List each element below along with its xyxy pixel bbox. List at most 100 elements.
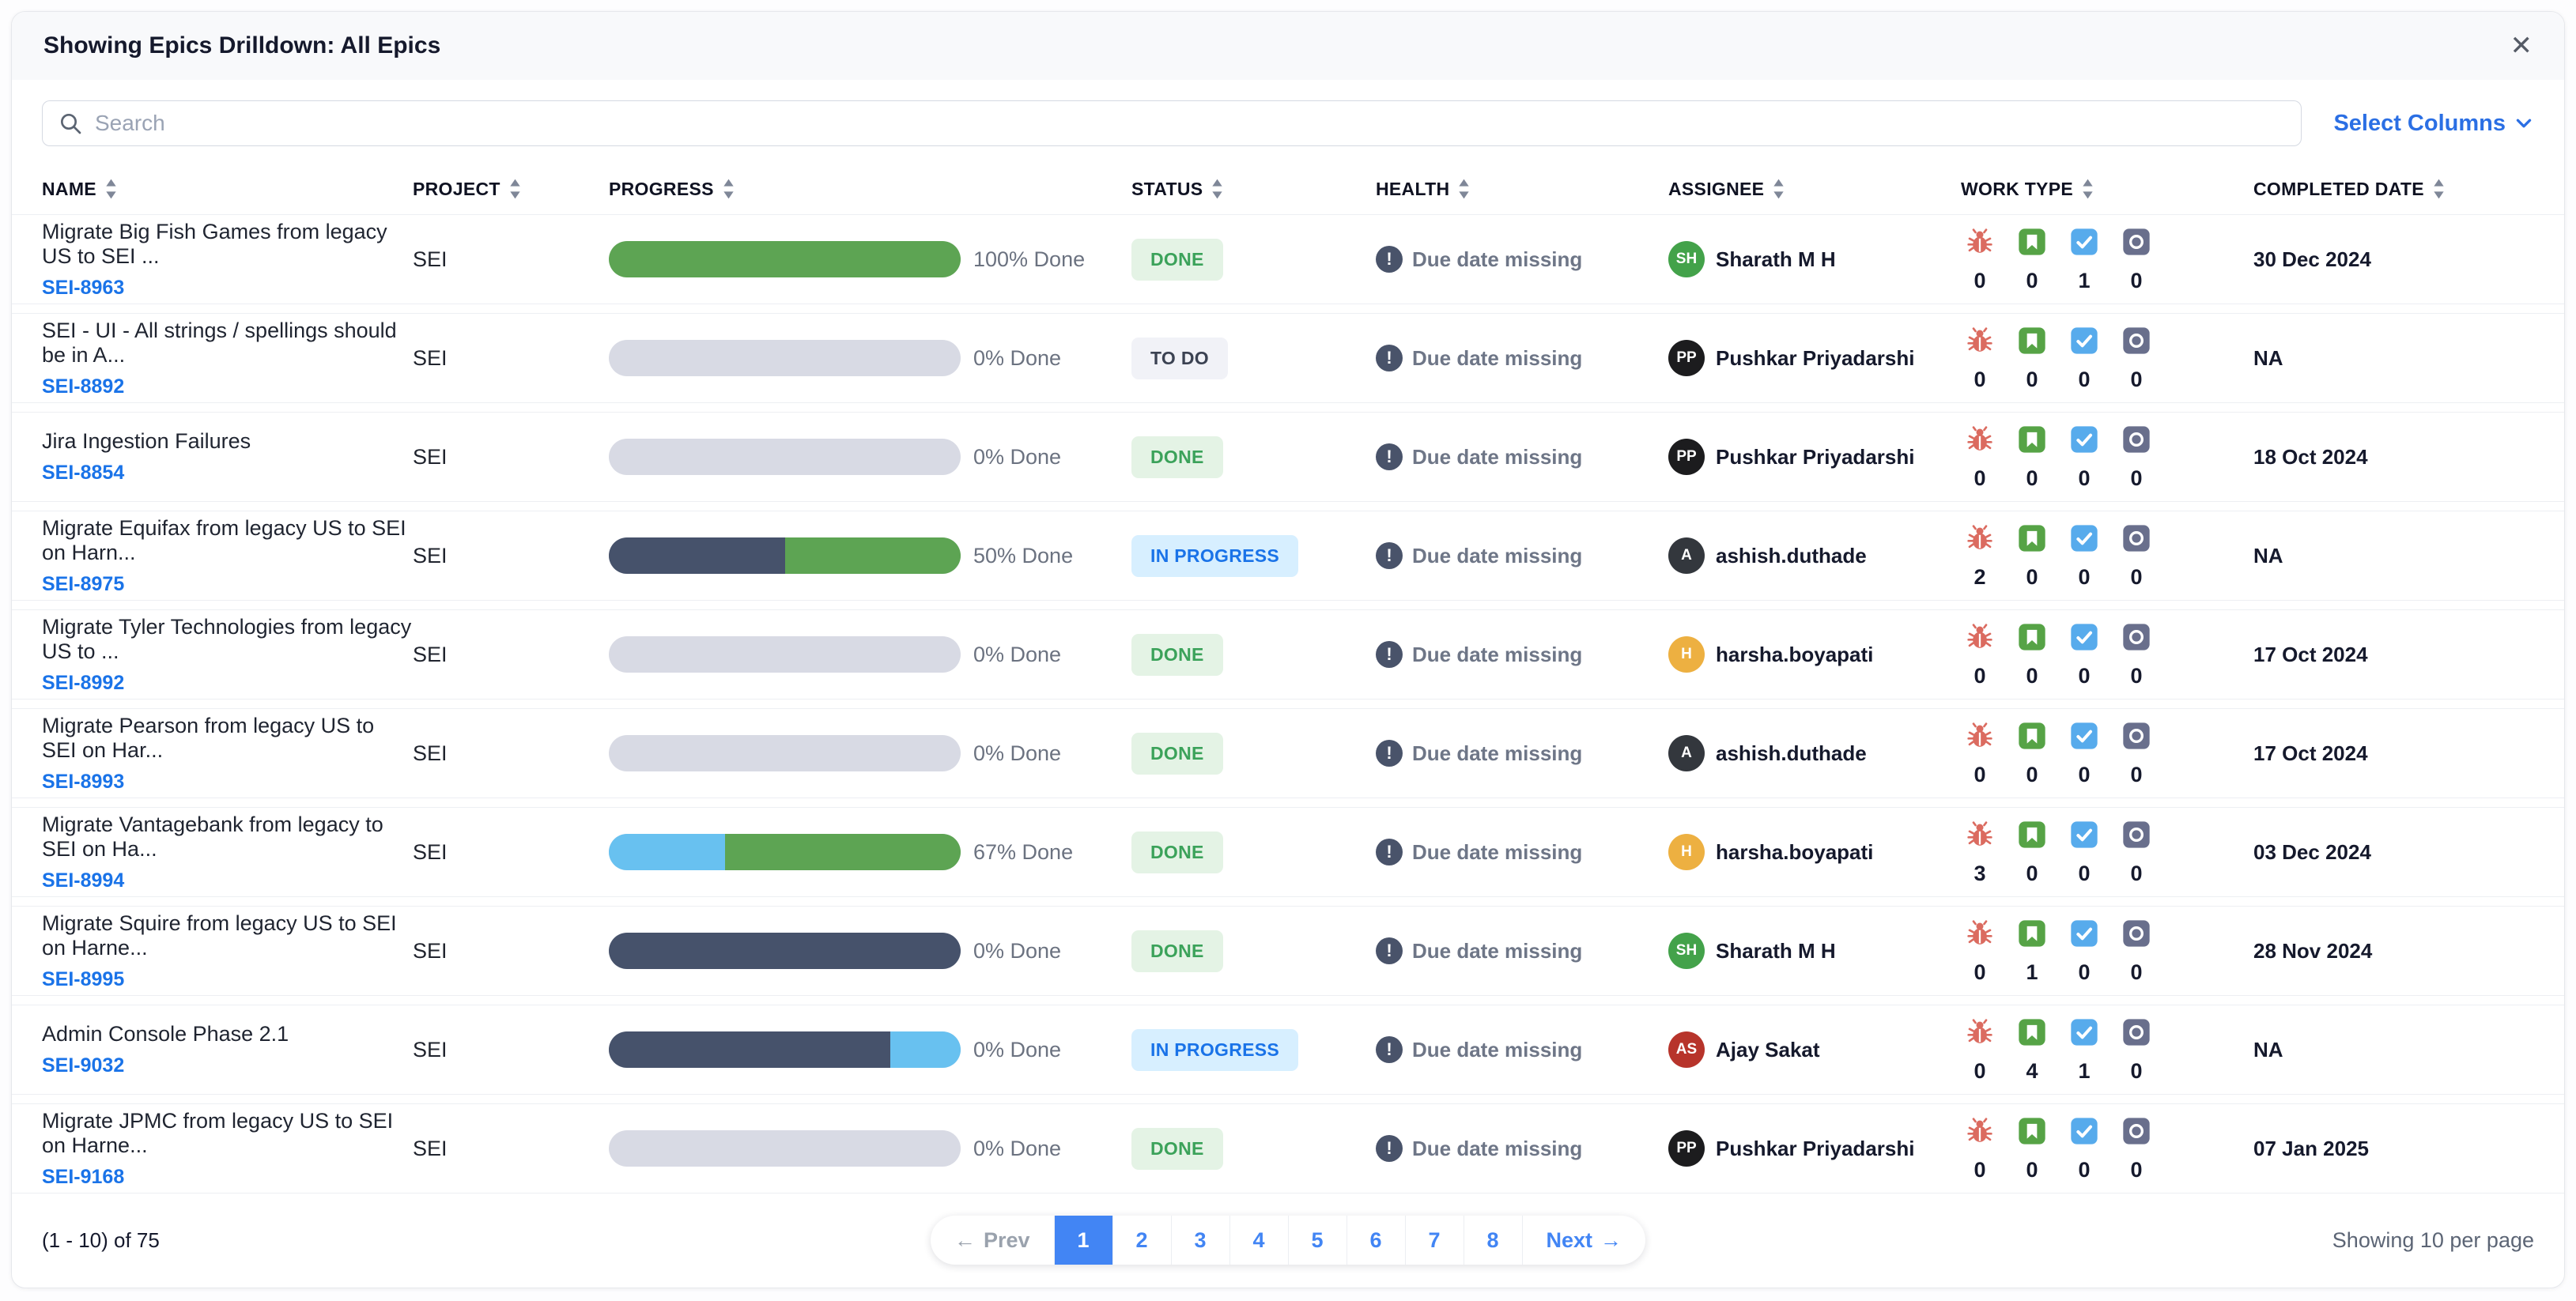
work-type-other: 0 [2117, 1115, 2155, 1182]
story-icon [2016, 424, 2048, 455]
assignee-avatar: A [1668, 735, 1705, 771]
epic-id-link[interactable]: SEI-8975 [42, 572, 125, 595]
assignee-cell: A ashish.duthade [1668, 735, 1961, 771]
work-type-story: 0 [2013, 819, 2051, 886]
column-header-progress[interactable]: PROGRESS [609, 178, 1131, 200]
page-button-6[interactable]: 6 [1346, 1216, 1405, 1265]
work-type-count: 0 [2130, 466, 2143, 490]
progress-cell: 0% Done [609, 933, 1131, 969]
completed-date: 07 Jan 2025 [2253, 1136, 2370, 1160]
epic-id-link[interactable]: SEI-8993 [42, 770, 125, 793]
column-header-status[interactable]: STATUS [1131, 178, 1376, 200]
page-button-7[interactable]: 7 [1404, 1216, 1464, 1265]
assignee-name: harsha.boyapati [1716, 839, 1874, 864]
page-button-1[interactable]: 1 [1053, 1216, 1112, 1265]
column-label: HEALTH [1376, 178, 1450, 199]
column-header-assignee[interactable]: ASSIGNEE [1668, 178, 1961, 200]
health-cell: ! Due date missing [1376, 246, 1668, 273]
column-header-work-type[interactable]: WORK TYPE [1961, 178, 2253, 200]
work-type-story: 0 [2013, 720, 2051, 787]
column-header-project[interactable]: PROJECT [413, 178, 609, 200]
page-button-8[interactable]: 8 [1463, 1216, 1522, 1265]
page-button-2[interactable]: 2 [1112, 1216, 1171, 1265]
next-page-button[interactable]: Next → [1521, 1216, 1646, 1265]
assignee-cell: A ashish.duthade [1668, 537, 1961, 574]
work-type-count: 0 [2078, 466, 2091, 490]
table-row: SEI - UI - All strings / spellings shoul… [12, 313, 2564, 403]
assignee-name: Pushkar Priyadarshi [1716, 1136, 1915, 1160]
select-columns-button[interactable]: Select Columns [2333, 111, 2534, 137]
page-button-4[interactable]: 4 [1229, 1216, 1288, 1265]
prev-page-button[interactable]: ← Prev [954, 1227, 1030, 1252]
status-cell: DONE [1131, 831, 1376, 873]
table-row: Migrate Vantagebank from legacy to SEI o… [12, 807, 2564, 897]
epic-id-link[interactable]: SEI-8892 [42, 375, 125, 398]
progress-label: 0% Done [973, 938, 1062, 963]
work-type-count: 2 [1974, 564, 1986, 589]
progress-bar [609, 834, 961, 870]
per-page-text: Showing 10 per page [2332, 1227, 2534, 1252]
work-type-count: 0 [2078, 1157, 2091, 1182]
progress-label: 0% Done [973, 741, 1062, 765]
work-type-cell: 0 4 1 0 [1961, 1016, 2253, 1084]
epic-id-link[interactable]: SEI-8995 [42, 967, 125, 990]
status-cell: DONE [1131, 436, 1376, 478]
page-button-5[interactable]: 5 [1287, 1216, 1347, 1265]
work-type-count: 0 [2078, 861, 2091, 885]
epic-name: Migrate Big Fish Games from legacy US to… [42, 219, 387, 268]
work-type-bug: 0 [1961, 720, 1999, 787]
work-type-task: 0 [2065, 522, 2103, 590]
due-date-missing-icon: ! [1376, 443, 1403, 470]
table-row: Migrate Equifax from legacy US to SEI on… [12, 511, 2564, 601]
task-icon [2068, 1115, 2100, 1147]
work-type-count: 0 [2026, 762, 2038, 786]
column-header-health[interactable]: HEALTH [1376, 178, 1668, 200]
work-type-count: 0 [2130, 1157, 2143, 1182]
epic-name: Migrate Squire from legacy US to SEI on … [42, 911, 397, 960]
progress-bar [609, 735, 961, 771]
other-icon [2121, 522, 2152, 554]
close-icon[interactable]: ✕ [2510, 31, 2533, 61]
search-input[interactable] [42, 100, 2302, 146]
epic-id-link[interactable]: SEI-9168 [42, 1165, 125, 1188]
sort-icon [1211, 178, 1224, 200]
task-icon [2068, 424, 2100, 455]
bug-icon [1964, 226, 1996, 258]
completed-date: 30 Dec 2024 [2253, 247, 2371, 271]
completed-date: 17 Oct 2024 [2253, 642, 2368, 666]
completed-date: NA [2253, 345, 2283, 370]
assignee-name: Pushkar Priyadarshi [1716, 345, 1915, 370]
progress-cell: 67% Done [609, 834, 1131, 870]
column-header-name[interactable]: NAME [42, 178, 413, 200]
column-header-completed-date[interactable]: COMPLETED DATE [2253, 178, 2534, 200]
page-button-3[interactable]: 3 [1170, 1216, 1229, 1265]
project-value: SEI [413, 247, 448, 271]
epic-id-link[interactable]: SEI-8994 [42, 869, 125, 892]
task-icon [2068, 1016, 2100, 1048]
assignee-cell: SH Sharath M H [1668, 241, 1961, 277]
progress-label: 67% Done [973, 839, 1074, 864]
project-value: SEI [413, 839, 448, 864]
name-cell: Migrate Tyler Technologies from legacy U… [42, 615, 413, 695]
assignee-name: Pushkar Priyadarshi [1716, 444, 1915, 469]
assignee-avatar: PP [1668, 1130, 1705, 1167]
work-type-bug: 2 [1961, 522, 1999, 590]
work-type-bug: 0 [1961, 424, 1999, 491]
work-type-other: 0 [2117, 1016, 2155, 1084]
sort-icon [722, 178, 735, 200]
work-type-count: 0 [2078, 663, 2091, 688]
completed-date: 03 Dec 2024 [2253, 839, 2371, 864]
epic-id-link[interactable]: SEI-8992 [42, 671, 125, 694]
story-icon [2016, 621, 2048, 653]
epics-drilldown-modal: Showing Epics Drilldown: All Epics ✕ Sel… [11, 11, 2565, 1288]
status-badge: IN PROGRESS [1131, 1028, 1299, 1071]
epic-name: Jira Ingestion Failures [42, 429, 251, 453]
epic-name: Migrate JPMC from legacy US to SEI on Ha… [42, 1108, 394, 1157]
epic-id-link[interactable]: SEI-9032 [42, 1054, 125, 1077]
epic-id-link[interactable]: SEI-8854 [42, 462, 125, 484]
epic-id-link[interactable]: SEI-8963 [42, 276, 125, 299]
work-type-bug: 0 [1961, 1016, 1999, 1084]
work-type-cell: 0 1 0 0 [1961, 918, 2253, 985]
health-cell: ! Due date missing [1376, 937, 1668, 964]
work-type-other: 0 [2117, 325, 2155, 392]
